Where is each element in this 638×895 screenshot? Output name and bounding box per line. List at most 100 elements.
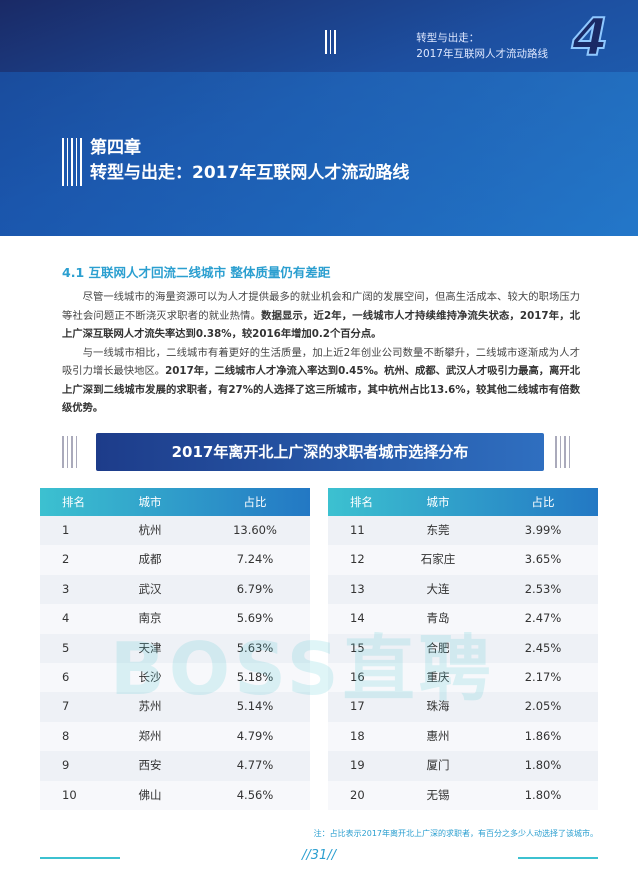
cell: 石家庄 <box>420 552 456 567</box>
cell: 2.53% <box>524 581 562 596</box>
cell: 1.80% <box>524 787 562 802</box>
table-row: 17 珠海 2.05% <box>328 692 598 722</box>
table-row: 7 苏州 5.14% <box>40 692 310 722</box>
running-title: 转型与出走： 2017年互联网人才流动路线 <box>416 30 548 62</box>
header-cell: 城市 <box>426 495 450 509</box>
cell: 4.79% <box>236 728 274 743</box>
table-row: 2 成都 7.24% <box>40 545 310 575</box>
table-row: 15 合肥 2.45% <box>328 633 598 663</box>
chapter-title: 转型与出走：2017年互联网人才流动路线 <box>90 163 410 183</box>
cell: 3.65% <box>524 552 562 567</box>
header-band <box>0 72 638 236</box>
text-run: 与一线城市相比，二线城市有着更好的生活质量，加上近2年创业公司数量不断攀升，二线… <box>62 346 580 378</box>
cell: 2.45% <box>524 640 562 655</box>
footer-line <box>518 857 598 859</box>
cell: 大连 <box>426 581 450 596</box>
cell: 20 <box>350 787 365 802</box>
cell: 7.24% <box>236 552 274 567</box>
cell: 2.17% <box>524 669 562 684</box>
table-row: 12 石家庄 3.65% <box>328 545 598 575</box>
header-cell: 占比 <box>531 495 555 509</box>
cell: 南京 <box>138 611 162 626</box>
cell: 长沙 <box>138 669 162 684</box>
cell: 2.05% <box>524 699 562 714</box>
table-row: 19 厦门 1.80% <box>328 751 598 781</box>
body-text: 尽管一线城市的海量资源可以为人才提供最多的就业机会和广阔的发展空间，但高生活成本… <box>62 288 580 418</box>
cell: 1 <box>62 523 70 537</box>
cell: 东莞 <box>426 523 450 537</box>
cell: 惠州 <box>426 728 450 743</box>
table: 排名 城市 占比 11 东莞 3.99% 12 石家庄 3.65% 13 大连 2.53% 14 青岛 2.… <box>328 488 598 810</box>
cell: 11 <box>350 523 365 537</box>
cell: 佛山 <box>138 787 162 802</box>
cell: 5.14% <box>236 699 274 714</box>
table-row: 13 大连 2.53% <box>328 574 598 605</box>
table-title: 2017年离开北上广深的求职者城市选择分布 <box>96 433 544 471</box>
cell: 3 <box>62 581 70 596</box>
paragraph: 尽管一线城市的海量资源可以为人才提供最多的就业机会和广阔的发展空间，但高生活成本… <box>62 288 580 344</box>
cell: 19 <box>350 758 365 773</box>
table-row: 11 东莞 3.99% <box>328 516 598 546</box>
cell: 4.56% <box>236 787 274 802</box>
cell: 4.77% <box>236 758 274 773</box>
header-cell: 排名 <box>62 495 85 509</box>
cell: 5.18% <box>236 669 274 684</box>
cell: 武汉 <box>138 581 162 596</box>
cell: 郑州 <box>138 728 162 743</box>
table-row: 14 青岛 2.47% <box>328 604 598 634</box>
header-cell: 占比 <box>243 495 267 509</box>
page-number-text: 31 <box>310 848 328 863</box>
table-row: 4 南京 5.69% <box>40 604 310 634</box>
cell: 14 <box>350 611 365 626</box>
cell: 5.69% <box>236 611 274 626</box>
cell: 4 <box>62 611 70 626</box>
paragraph: 与一线城市相比，二线城市有着更好的生活质量，加上近2年创业公司数量不断攀升，二线… <box>62 344 580 418</box>
header: 转型与出走： 2017年互联网人才流动路线 4 第四章 转型与出走：2017年互联网… <box>0 0 638 236</box>
cell: 5.63% <box>236 640 274 655</box>
header-cell: 城市 <box>138 495 162 509</box>
cell: 10 <box>62 787 77 802</box>
cell: 7 <box>62 699 70 714</box>
table: 排名 城市 占比 1 杭州 13.60% 2 成都 7.24% 3 武汉 6.79% 4 南京 5.69% 5… <box>40 488 310 810</box>
deco-bars <box>555 436 570 468</box>
note: 注：占比表示2017年离开北上广深的求职者，有百分之多少人动选择了该城市。 <box>313 829 598 838</box>
cell: 杭州 <box>138 523 162 537</box>
text-run: 2017年，二线城市人才净流入率达到0.45%。杭州、成都、武汉人才吸引力最高，… <box>62 365 580 414</box>
table-row: 20 无锡 1.80% <box>328 780 598 810</box>
table-row: 3 武汉 6.79% <box>40 574 310 605</box>
cell: 1.80% <box>524 758 562 773</box>
cell: 18 <box>350 728 365 743</box>
chapter-number: 4 <box>571 7 609 69</box>
cell: 5 <box>62 640 70 655</box>
table-row: 16 重庆 2.17% <box>328 662 598 693</box>
table-row: 9 西安 4.77% <box>40 751 310 781</box>
text-run: 数据显示，近2年，一线城市人才持续维持净流失状态，2017年，北上广深互联网人才… <box>62 309 581 341</box>
cell: 13 <box>350 581 365 596</box>
cell: 1.86% <box>524 728 562 743</box>
table-row: 18 惠州 1.86% <box>328 721 598 752</box>
table-row: 8 郑州 4.79% <box>40 721 310 752</box>
cell: 6 <box>62 669 70 684</box>
header-row: 排名 城市 占比 <box>40 488 310 516</box>
table-row: 1 杭州 13.60% <box>40 516 310 546</box>
table-row: 10 佛山 4.56% <box>40 780 310 810</box>
header-cell: 排名 <box>350 495 373 509</box>
cell: 无锡 <box>426 787 450 802</box>
table-row: 5 天津 5.63% <box>40 633 310 663</box>
cell: 苏州 <box>138 699 162 714</box>
cell: 青岛 <box>426 611 450 626</box>
deco-bars <box>325 30 336 54</box>
deco-bars <box>62 138 82 186</box>
cell: 15 <box>350 640 365 655</box>
header-row: 排名 城市 占比 <box>328 488 598 516</box>
cell: 合肥 <box>426 640 450 655</box>
footer-line <box>40 857 120 859</box>
running-title-line: 转型与出走： <box>416 32 480 44</box>
page-number: //31// <box>301 848 337 863</box>
cell: 6.79% <box>236 581 274 596</box>
table-row: 6 长沙 5.18% <box>40 662 310 693</box>
cell: 成都 <box>138 552 162 567</box>
running-title-line: 2017年互联网人才流动路线 <box>416 48 548 60</box>
cell: 珠海 <box>426 699 450 714</box>
